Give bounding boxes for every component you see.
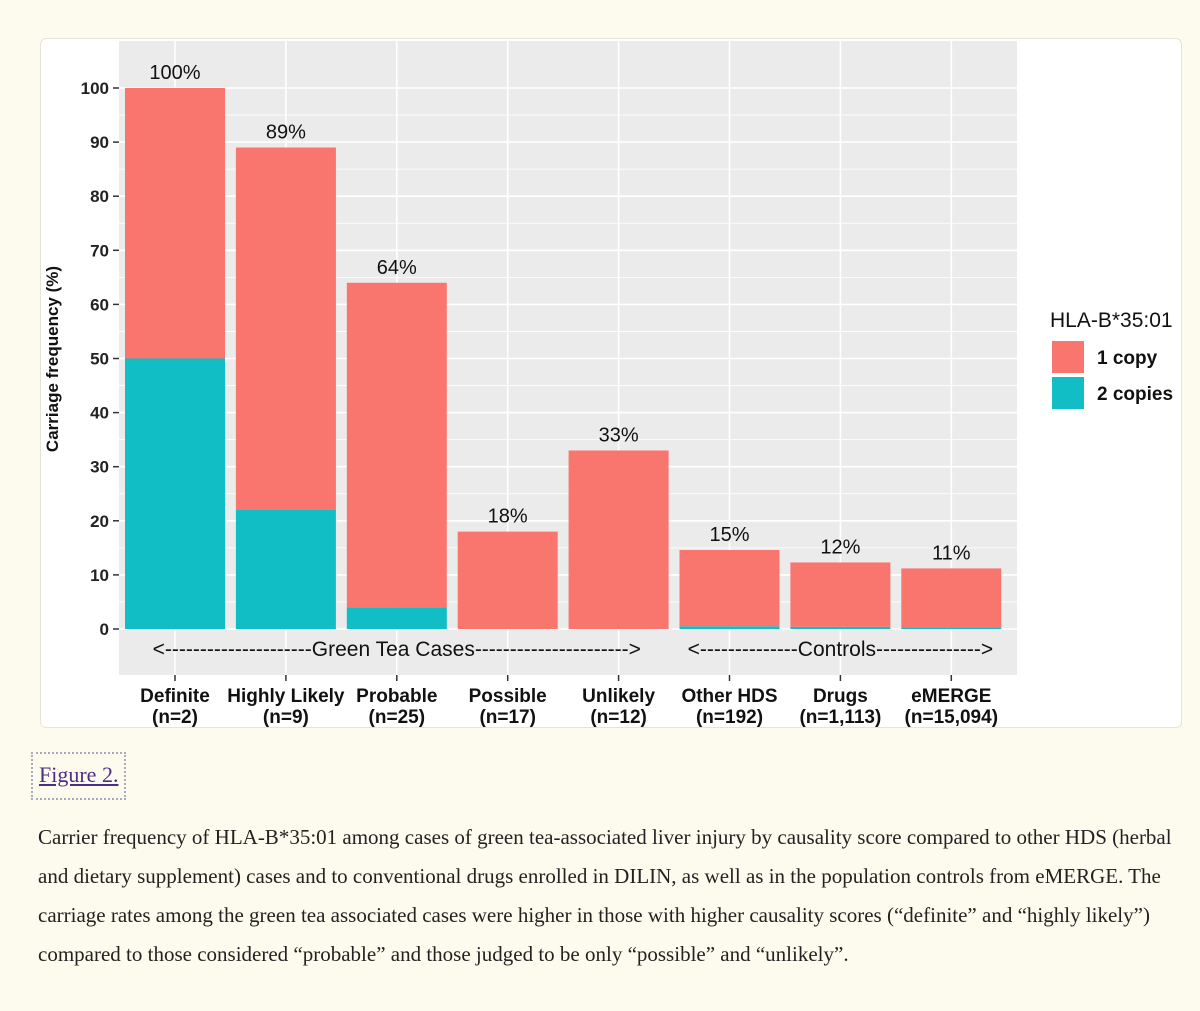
bar-2-copies (901, 627, 1002, 629)
x-category-n: (n=15,094) (905, 707, 998, 727)
x-category-label: Other HDS (681, 686, 777, 707)
bar-1-copy (125, 88, 225, 359)
chart: 0 10 20 30 40 50 60 70 80 90 100 100% 89% 64% 18% 33% 15… (43, 41, 1173, 727)
x-category-label: Possible (469, 686, 547, 707)
bar-1-copy (679, 550, 780, 627)
bar-1-copy (235, 147, 336, 510)
x-category-n: (n=9) (263, 707, 309, 727)
bar-1-copy (457, 531, 558, 629)
y-axis-title: Carriage frequency (%) (43, 266, 62, 452)
x-category-label: Probable (356, 686, 437, 707)
bar-2-copies (235, 509, 336, 629)
bar-total-label: 18% (488, 506, 528, 528)
x-category-label: Definite (140, 686, 210, 707)
y-tick-label: 40 (90, 404, 109, 423)
bar-2-copies (679, 626, 780, 629)
bar-total-label: 11% (932, 542, 971, 564)
y-tick-label: 10 (90, 566, 109, 585)
y-tick-label: 90 (90, 133, 109, 152)
figure-link-box[interactable]: Figure 2. (31, 752, 127, 800)
group-label: <--------------Controls---------------> (688, 638, 994, 661)
bar-total-label: 12% (820, 536, 860, 558)
y-tick-label: 80 (90, 187, 109, 206)
bar-total-label: 33% (599, 424, 639, 446)
legend-swatch (1052, 377, 1084, 409)
legend-swatch (1052, 341, 1084, 373)
y-tick-label: 60 (90, 295, 109, 314)
x-category-n: (n=1,113) (799, 707, 881, 727)
x-category-n: (n=17) (479, 707, 536, 727)
bar-total-label: 89% (266, 122, 306, 144)
y-tick-label: 100 (81, 79, 109, 98)
y-tick-label: 50 (90, 350, 109, 369)
bar-2-copies (790, 626, 891, 629)
x-category-n: (n=2) (152, 707, 198, 727)
legend-entry-label: 2 copies (1097, 384, 1173, 405)
bar-1-copy (901, 568, 1002, 628)
x-category-n: (n=192) (696, 707, 763, 727)
bar-2-copies (346, 607, 447, 629)
bar-total-label: 100% (149, 62, 200, 84)
bar-total-label: 64% (377, 257, 417, 279)
legend-title: HLA-B*35:01 (1050, 309, 1173, 332)
y-tick-label: 0 (100, 620, 109, 639)
y-tick-label: 30 (90, 458, 109, 477)
y-tick-label: 70 (90, 241, 109, 260)
x-category-label: Highly Likely (227, 686, 345, 707)
x-category-n: (n=12) (590, 707, 647, 727)
bar-1-copy (568, 450, 669, 629)
bar-1-copy (346, 282, 447, 608)
x-category-label: Drugs (813, 686, 868, 707)
figure-card: 0 10 20 30 40 50 60 70 80 90 100 100% 89% 64% 18% 33% 15… (40, 38, 1182, 728)
x-category-label: eMERGE (911, 686, 991, 707)
x-category-n: (n=25) (369, 707, 426, 727)
bar-1-copy (790, 562, 891, 627)
group-label: <---------------------Green Tea Cases---… (153, 638, 641, 661)
bar-total-label: 15% (709, 524, 749, 546)
figure-link[interactable]: Figure 2. (39, 762, 119, 787)
bar-2-copies (125, 358, 225, 629)
figure-caption: Carrier frequency of HLA-B*35:01 among c… (38, 825, 1172, 966)
legend-entry-label: 1 copy (1097, 348, 1158, 369)
y-tick-label: 20 (90, 512, 109, 531)
x-category-label: Unlikely (582, 686, 655, 707)
